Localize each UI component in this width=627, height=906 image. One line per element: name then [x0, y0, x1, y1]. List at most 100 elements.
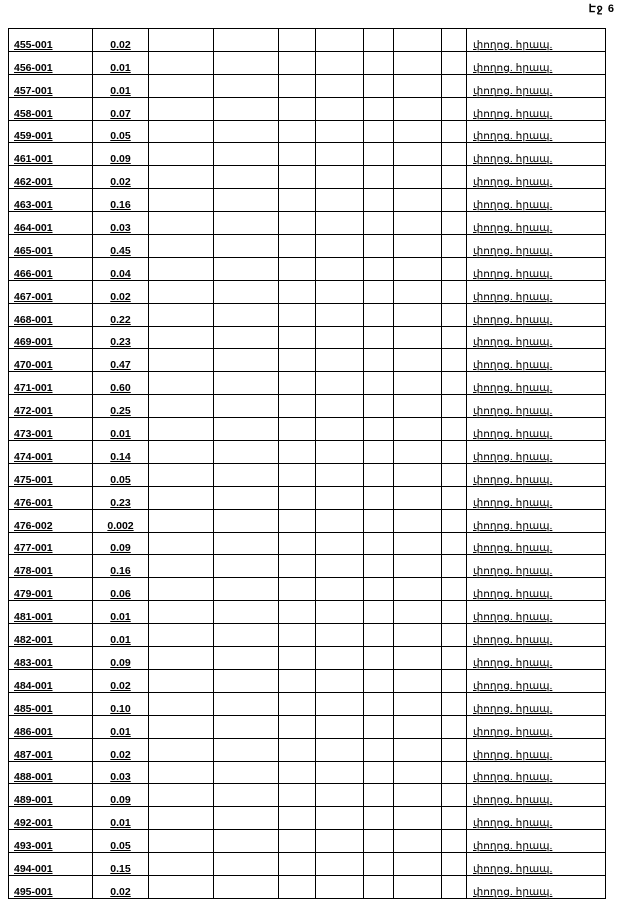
- empty-cell: [148, 852, 214, 876]
- empty-cell: [148, 142, 214, 167]
- empty-cell: [363, 394, 394, 419]
- empty-cell: [441, 577, 467, 602]
- empty-cell: [148, 279, 214, 304]
- empty-cell: [441, 188, 467, 213]
- empty-cell: [315, 668, 364, 693]
- table-row: 484-001 0.02 փողոց. հրապ.: [8, 668, 606, 693]
- table-row: 482-001 0.01 փողոց. հրապ.: [8, 623, 606, 648]
- empty-cell: [148, 256, 214, 281]
- area-value: 0.05: [92, 119, 149, 144]
- empty-cell: [278, 668, 316, 693]
- table-row: 492-001 0.01 փողոց. հրապ.: [8, 806, 606, 831]
- empty-cell: [441, 302, 467, 327]
- empty-cell: [213, 508, 279, 533]
- table-row: 488-001 0.03 փողոց. հրապ.: [8, 760, 606, 785]
- parcel-id: 464-001: [8, 211, 93, 236]
- land-use: փողոց. հրապ.: [466, 554, 606, 579]
- empty-cell: [148, 600, 214, 625]
- empty-cell: [278, 211, 316, 236]
- area-value: 0.16: [92, 554, 149, 579]
- empty-cell: [213, 806, 279, 831]
- empty-cell: [278, 325, 316, 350]
- parcel-id: 493-001: [8, 829, 93, 854]
- parcel-id: 492-001: [8, 806, 93, 831]
- empty-cell: [363, 577, 394, 602]
- area-value: 0.03: [92, 211, 149, 236]
- empty-cell: [441, 829, 467, 854]
- empty-cell: [278, 852, 316, 876]
- empty-cell: [393, 73, 442, 98]
- empty-cell: [441, 417, 467, 442]
- land-use: փողոց. հրապ.: [466, 188, 606, 213]
- parcel-id: 481-001: [8, 600, 93, 625]
- empty-cell: [315, 142, 364, 167]
- empty-cell: [315, 485, 364, 510]
- area-value: 0.04: [92, 256, 149, 281]
- empty-cell: [441, 348, 467, 373]
- empty-cell: [278, 348, 316, 373]
- parcel-id: 457-001: [8, 73, 93, 98]
- empty-cell: [393, 394, 442, 419]
- table-row: 487-001 0.02 փողոց. հրապ.: [8, 737, 606, 762]
- land-use: փողոց. հրապ.: [466, 96, 606, 121]
- table-row: 471-001 0.60 փողոց. հրապ.: [8, 371, 606, 396]
- land-use: փողոց. հրապ.: [466, 829, 606, 854]
- empty-cell: [363, 852, 394, 876]
- empty-cell: [148, 829, 214, 854]
- empty-cell: [213, 142, 279, 167]
- empty-cell: [148, 371, 214, 396]
- land-use: փողոց. հրապ.: [466, 462, 606, 487]
- empty-cell: [315, 829, 364, 854]
- empty-cell: [278, 508, 316, 533]
- empty-cell: [148, 211, 214, 236]
- empty-cell: [148, 691, 214, 716]
- area-value: 0.01: [92, 417, 149, 442]
- empty-cell: [363, 829, 394, 854]
- area-value: 0.09: [92, 142, 149, 167]
- land-use: փողոց. հրապ.: [466, 623, 606, 648]
- empty-cell: [393, 96, 442, 121]
- empty-cell: [393, 852, 442, 876]
- land-use: փողոց. հրապ.: [466, 783, 606, 808]
- empty-cell: [315, 462, 364, 487]
- empty-cell: [278, 760, 316, 785]
- empty-cell: [363, 302, 394, 327]
- empty-cell: [148, 485, 214, 510]
- empty-cell: [278, 691, 316, 716]
- empty-cell: [278, 279, 316, 304]
- empty-cell: [278, 806, 316, 831]
- land-use: փողոց. հրապ.: [466, 714, 606, 739]
- land-use: փողոց. հրապ.: [466, 485, 606, 510]
- table-row: 495-001 0.02 փողոց. հրապ.: [8, 874, 606, 899]
- empty-cell: [213, 783, 279, 808]
- land-use: փողոց. հրապ.: [466, 234, 606, 258]
- empty-cell: [213, 371, 279, 396]
- empty-cell: [315, 417, 364, 442]
- empty-cell: [278, 485, 316, 510]
- empty-cell: [213, 96, 279, 121]
- parcel-id: 468-001: [8, 302, 93, 327]
- parcel-id: 488-001: [8, 760, 93, 785]
- empty-cell: [315, 691, 364, 716]
- empty-cell: [213, 302, 279, 327]
- empty-cell: [148, 73, 214, 98]
- parcel-id: 459-001: [8, 119, 93, 144]
- land-use: փողոց. հրապ.: [466, 577, 606, 602]
- empty-cell: [393, 348, 442, 373]
- empty-cell: [213, 73, 279, 98]
- land-use: փողոց. հրապ.: [466, 165, 606, 190]
- empty-cell: [363, 119, 394, 144]
- empty-cell: [315, 531, 364, 556]
- table-row: 458-001 0.07 փողոց. հրապ.: [8, 96, 606, 121]
- table-row: 486-001 0.01 փողոց. հրապ.: [8, 714, 606, 739]
- empty-cell: [393, 234, 442, 258]
- area-value: 0.23: [92, 485, 149, 510]
- empty-cell: [278, 783, 316, 808]
- empty-cell: [393, 874, 442, 899]
- empty-cell: [148, 623, 214, 648]
- area-value: 0.09: [92, 531, 149, 556]
- empty-cell: [441, 714, 467, 739]
- empty-cell: [213, 440, 279, 464]
- land-use: փողոց. հրապ.: [466, 531, 606, 556]
- empty-cell: [393, 668, 442, 693]
